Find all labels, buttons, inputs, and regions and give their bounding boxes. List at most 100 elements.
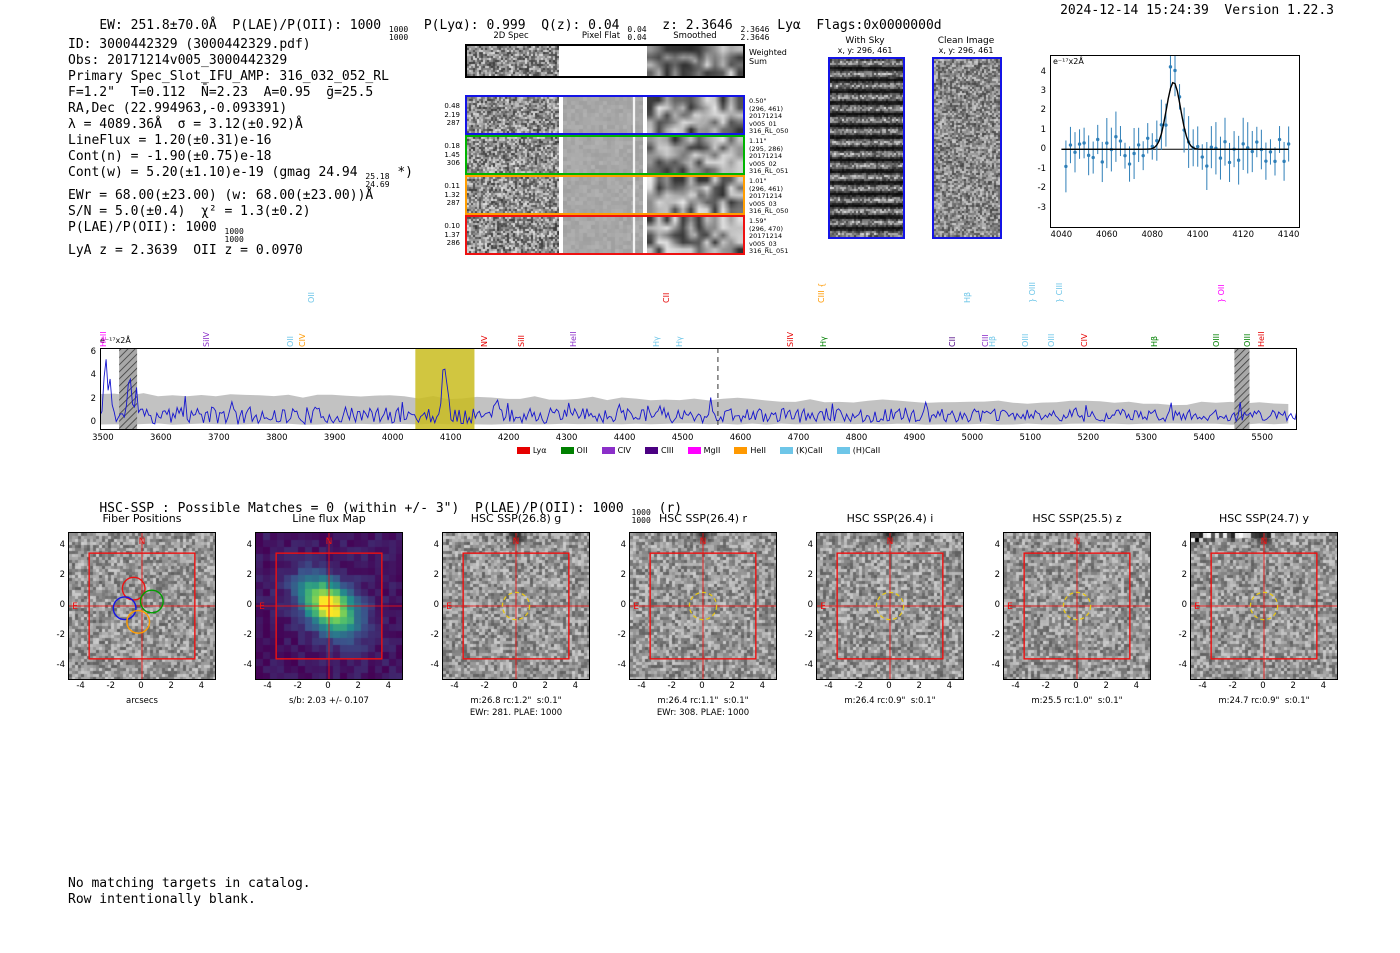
tick-label: 4600 (729, 433, 752, 443)
spec2d-right-label: Sum (749, 57, 767, 66)
tick-label: 4 (994, 539, 1000, 550)
tick-label: -2 (667, 681, 677, 691)
line-fit-plot-canvas (1050, 42, 1300, 228)
z-fraction: 2.3646 2.3646 (740, 25, 770, 42)
legend-swatch (780, 447, 794, 454)
emission-line-label-CIV: CIV (1079, 333, 1089, 347)
line-fit-plot (1050, 42, 1300, 232)
tick-label: 5100 (1019, 433, 1042, 443)
line-fit-ylabel: e⁻¹⁷x2Å (1053, 57, 1084, 66)
tick-label: 4 (90, 370, 96, 381)
tick-label: -2 (991, 630, 1000, 641)
legend-label: HeII (750, 446, 767, 455)
emission-line-label-H: Hβ (1149, 335, 1159, 347)
tick-label: -4 (76, 681, 85, 691)
spec2d-header-2dspec: 2D Spec (493, 31, 529, 41)
tick-label: -2 (854, 681, 864, 691)
tick-label: -2 (804, 630, 813, 641)
summary-plya-qz: P(Lyα): 0.999 Q(z): 0.04 (408, 18, 628, 33)
tick-label: 2 (355, 681, 361, 691)
plae-fraction-den: 1000 (388, 32, 409, 42)
spec2d-right-label: 316_RL_051 (749, 247, 789, 256)
hsc-r-caption2: EWr: 308. PLAE: 1000 (656, 708, 750, 718)
spec2d-right-label: (296, 470) (749, 224, 784, 233)
with-sky-title: With Sky (845, 36, 885, 46)
spec2d-left-label: 287 (446, 199, 460, 207)
spec2d-fiber3-smoothed-image (647, 177, 743, 213)
spec2d-fiber1-2d-image (467, 97, 559, 133)
emission-line-label-OIII: OIII (1243, 333, 1253, 347)
spec2d-right-label: 316_RL_050 (749, 207, 789, 216)
tick-label: 4 (807, 539, 813, 550)
tick-label: 2 (1103, 681, 1109, 691)
fiber-positions-image (69, 533, 215, 679)
emission-line-label-OIII: OIII (1212, 333, 1222, 347)
tick-label: 4040 (1050, 230, 1073, 240)
info-lineflux: LineFlux = 1.20(±0.31)e-16 (68, 133, 272, 148)
emission-line-label-CII: CII (947, 336, 957, 347)
tick-label: 0 (1181, 600, 1187, 610)
tick-label: 3700 (208, 433, 230, 443)
tick-label: -2 (1178, 630, 1187, 641)
legend-swatch (644, 447, 658, 454)
hsc-i-caption1: m:26.4 rc:0.9" s:0.1" (844, 696, 936, 706)
spec2d-header-smoothed: Smoothed (673, 31, 717, 41)
summary-z: z: 2.3646 (646, 18, 741, 33)
emission-line-label-OII: OII (307, 291, 316, 303)
info-plae: P(LAE)/P(OII): 1000 1000 1000 (68, 220, 244, 244)
tick-label: -2 (1228, 681, 1238, 691)
legend-item-CIII: CIII (644, 446, 674, 455)
spec2d-right-label: 1.01" (749, 177, 767, 185)
hsc-i-cutout-image (817, 533, 963, 679)
tick-label: 0 (620, 600, 626, 610)
legend-swatch (560, 447, 574, 454)
tick-label: 2 (542, 681, 548, 691)
emission-line-label-OII: } OII (1217, 284, 1227, 303)
emission-line-label-OII: OII (285, 335, 295, 347)
spec2d-left-label: 1.45 (444, 150, 460, 159)
cutout-title-hsc-y: HSC SSP(24.7) y (1218, 512, 1310, 525)
tick-label: -1 (1037, 163, 1046, 174)
tick-label: 4200 (497, 433, 520, 443)
legend-swatch (516, 447, 530, 454)
tick-label: 4700 (787, 433, 810, 443)
emission-line-label-CIII: CIII { (817, 282, 827, 303)
emission-line-label-H: Hγ (674, 336, 684, 347)
tick-label: 4080 (1141, 230, 1164, 240)
detection-info-block: ID: 3000442329 (3000442329.pdf) Obs: 201… (68, 37, 413, 259)
emission-line-label-CIV: CIV (298, 333, 308, 347)
tick-label: 2 (59, 569, 65, 580)
tick-label: 4 (1040, 66, 1046, 77)
tick-label: 3500 (92, 433, 114, 443)
timestamp-version: 2024-12-14 15:24:39 Version 1.22.3 (1060, 3, 1334, 18)
info-plae-fraction: 1000 1000 (224, 227, 244, 244)
spec2d-right-label: 20171214 (749, 232, 783, 241)
tick-label: 2 (246, 569, 252, 580)
tick-label: -2 (106, 681, 116, 691)
legend-label: OII (576, 446, 588, 455)
hsc-z-caption1: m:25.5 rc:1.0" s:0.1" (1031, 696, 1123, 706)
footer-no-match: No matching targets in catalog. (68, 876, 311, 891)
tick-label: -2 (430, 630, 439, 641)
emission-line-label-HeII: HeII (569, 331, 579, 347)
tick-label: 2 (1040, 105, 1046, 116)
tick-label: -2 (617, 630, 626, 641)
info-seeing: F=1.2" T=0.112 N̄=2.23 A=0.95 ḡ=25.5 (68, 85, 374, 100)
qz-fraction: 0.04 0.04 (627, 25, 647, 42)
hsc-z-cutout-image (1004, 533, 1150, 679)
spec2d-right-label: v005_03 (749, 239, 777, 248)
tick-label: 3 (1040, 85, 1046, 96)
tick-label: 4 (1320, 681, 1327, 691)
emission-line-label-HeII: HeII (1257, 331, 1267, 347)
tick-label: 2 (1290, 681, 1296, 691)
emission-line-label-SiIV: SiIV (201, 331, 211, 347)
legend-item-(H)CaII: (H)CaII (836, 446, 880, 455)
lineflux-map-image (256, 533, 402, 679)
clean-image-coords: x, y: 296, 461 (938, 46, 994, 55)
spec2d-left-label: 306 (446, 159, 460, 167)
legend-swatch (687, 447, 701, 454)
tick-label: -4 (824, 681, 833, 691)
